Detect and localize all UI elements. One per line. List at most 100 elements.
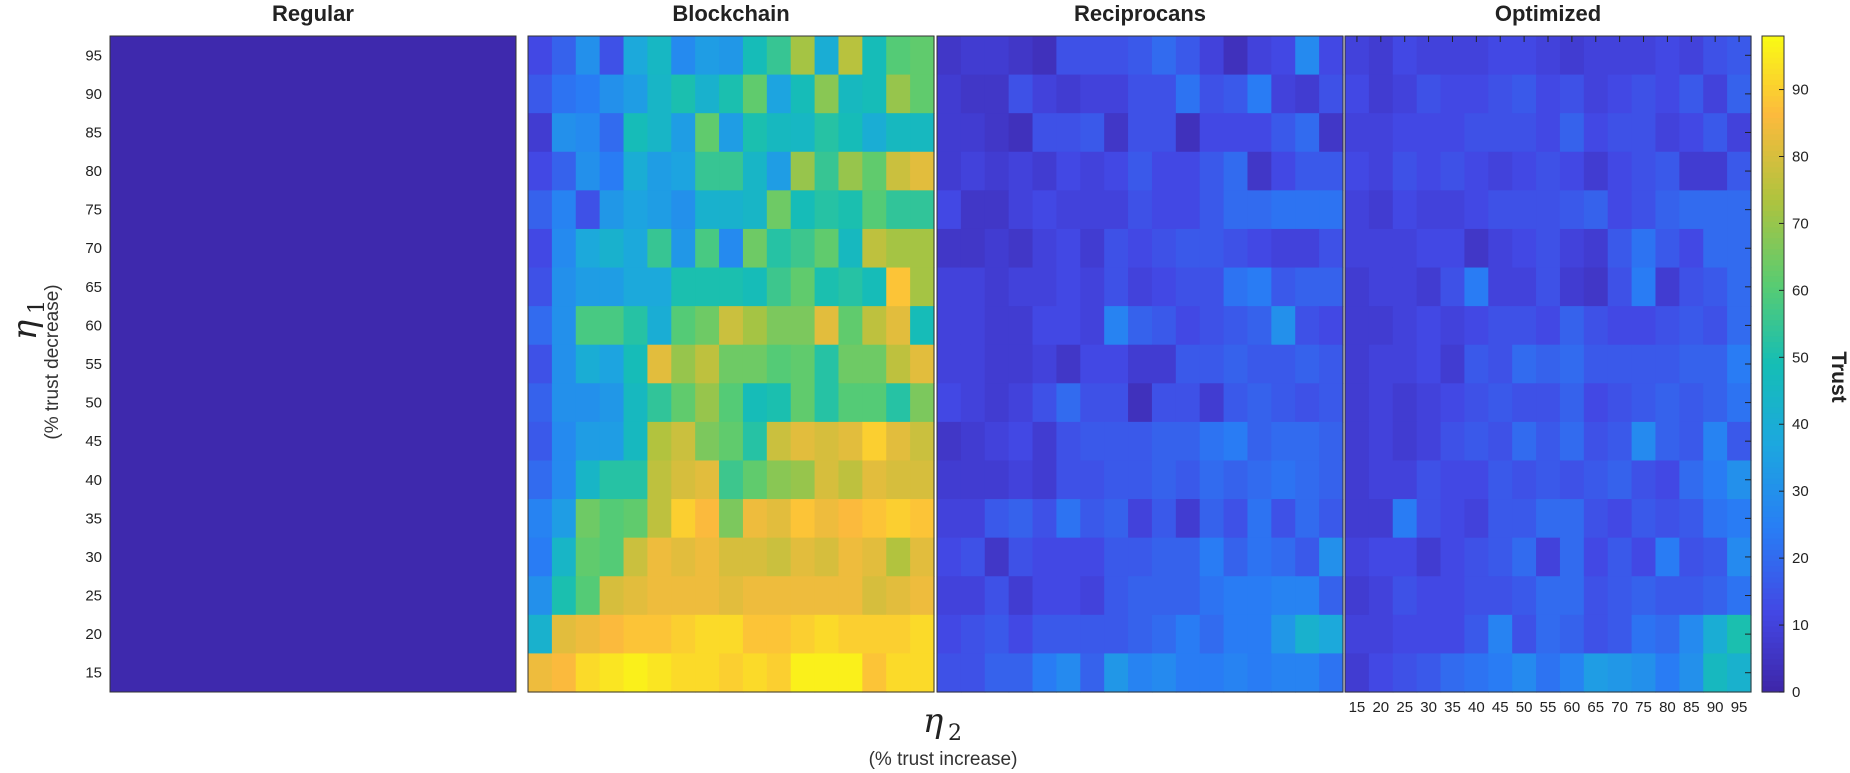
heatmap-cell	[790, 344, 816, 384]
heatmap-cell	[1199, 653, 1225, 693]
heatmap-cell	[599, 306, 625, 346]
heatmap-cell	[1247, 576, 1272, 616]
heatmap-cell	[1679, 499, 1704, 539]
colorbar-segment	[1762, 440, 1784, 447]
heatmap-cell	[984, 576, 1010, 616]
heatmap-cell	[937, 113, 962, 153]
heatmap-cell	[766, 614, 792, 655]
heatmap-cell	[1655, 421, 1680, 462]
heatmap-cell	[1368, 576, 1394, 616]
heatmap-cell	[671, 228, 696, 269]
colorbar-segment	[1762, 571, 1784, 578]
heatmap-cell	[1392, 653, 1418, 693]
heatmap-cell	[886, 228, 911, 269]
colorbar-segment	[1762, 670, 1784, 677]
y-tick-label: 65	[85, 279, 102, 296]
heatmap-cell	[551, 74, 577, 114]
heatmap-cell	[1104, 113, 1129, 153]
heatmap-cell	[814, 460, 840, 500]
colorbar-segment	[1762, 189, 1784, 196]
heatmap-cell	[528, 344, 553, 384]
heatmap-cell	[790, 306, 816, 346]
heatmap-cell	[1655, 614, 1680, 655]
y-tick-label: 25	[85, 588, 102, 605]
heatmap-cell	[719, 383, 744, 423]
heatmap-cell	[742, 267, 768, 307]
heatmap-cell	[790, 576, 816, 616]
heatmap-cell	[695, 576, 720, 616]
x-tick-label: 95	[1731, 699, 1748, 716]
heatmap-cell	[1583, 36, 1609, 76]
heatmap-cell	[1607, 306, 1633, 346]
heatmap-cell	[862, 190, 887, 230]
y-tick-label: 45	[85, 433, 102, 450]
heatmap-cell	[1512, 228, 1537, 269]
heatmap-cell	[1151, 576, 1177, 616]
heatmap-cell	[1128, 383, 1153, 423]
heatmap-cell	[960, 306, 986, 346]
heatmap-cell	[695, 151, 720, 191]
colorbar-segment	[1762, 429, 1784, 436]
heatmap-cell	[599, 653, 625, 693]
heatmap-cell	[1464, 36, 1489, 76]
heatmap-cell	[1104, 151, 1129, 191]
heatmap-cell	[1559, 306, 1585, 346]
heatmap-cell	[1679, 113, 1704, 153]
heatmap-cell	[1607, 267, 1633, 307]
heatmap-cell	[1175, 74, 1201, 114]
heatmap-cell	[1128, 576, 1153, 616]
colorbar-segment	[1762, 161, 1784, 168]
heatmap-cell	[1345, 614, 1370, 655]
heatmap-cell	[1464, 151, 1489, 191]
heatmap-cell	[1583, 113, 1609, 153]
heatmap-cell	[1032, 267, 1058, 307]
colorbar-segment	[1762, 128, 1784, 135]
heatmap-cell	[814, 653, 840, 693]
heatmap-cell	[1271, 228, 1296, 269]
heatmap-cell	[1271, 537, 1296, 577]
heatmap-cell	[623, 36, 649, 76]
heatmap-cell	[1631, 653, 1657, 693]
heatmap-cell	[766, 383, 792, 423]
colorbar-segment	[1762, 593, 1784, 600]
colorbar-segment	[1762, 659, 1784, 666]
heatmap-cell	[1056, 576, 1081, 616]
heatmap-cell	[1512, 383, 1537, 423]
heatmap-cell	[910, 190, 935, 230]
heatmap-cell	[1440, 36, 1466, 76]
heatmap-cell	[1008, 421, 1034, 462]
heatmap-cell	[623, 460, 649, 500]
heatmap-cell	[1536, 36, 1561, 76]
heatmap-cell	[937, 537, 962, 577]
heatmap-cell	[647, 614, 672, 655]
colorbar-segment	[1762, 276, 1784, 283]
colorbar-segment	[1762, 653, 1784, 660]
heatmap-cell	[1223, 267, 1249, 307]
colorbar-segment	[1762, 467, 1784, 474]
heatmap-cell	[886, 576, 911, 616]
heatmap-cell	[1223, 537, 1249, 577]
heatmap-cell	[1655, 499, 1680, 539]
heatmap-cell	[1416, 421, 1442, 462]
heatmap-cell	[1512, 460, 1537, 500]
heatmap-cell	[1319, 421, 1344, 462]
heatmap-cell	[1151, 421, 1177, 462]
y-tick-label: 80	[85, 163, 102, 180]
colorbar-segment	[1762, 46, 1784, 53]
heatmap-cell	[1056, 267, 1081, 307]
heatmap-cell	[1583, 344, 1609, 384]
colorbar-segment	[1762, 342, 1784, 349]
heatmap-cell	[1032, 36, 1058, 76]
heatmap-cell	[1175, 151, 1201, 191]
heatmap-cell	[1559, 74, 1585, 114]
heatmap-cell	[551, 267, 577, 307]
heatmap-cell	[1679, 74, 1704, 114]
colorbar-segment	[1762, 637, 1784, 644]
heatmap-cell	[1488, 653, 1513, 693]
heatmap-cell	[599, 576, 625, 616]
heatmap-cell	[1080, 537, 1105, 577]
heatmap-cell	[528, 614, 553, 655]
heatmap-cell	[1631, 344, 1657, 384]
heatmap-cell	[910, 421, 935, 462]
heatmap-cell	[1512, 614, 1537, 655]
